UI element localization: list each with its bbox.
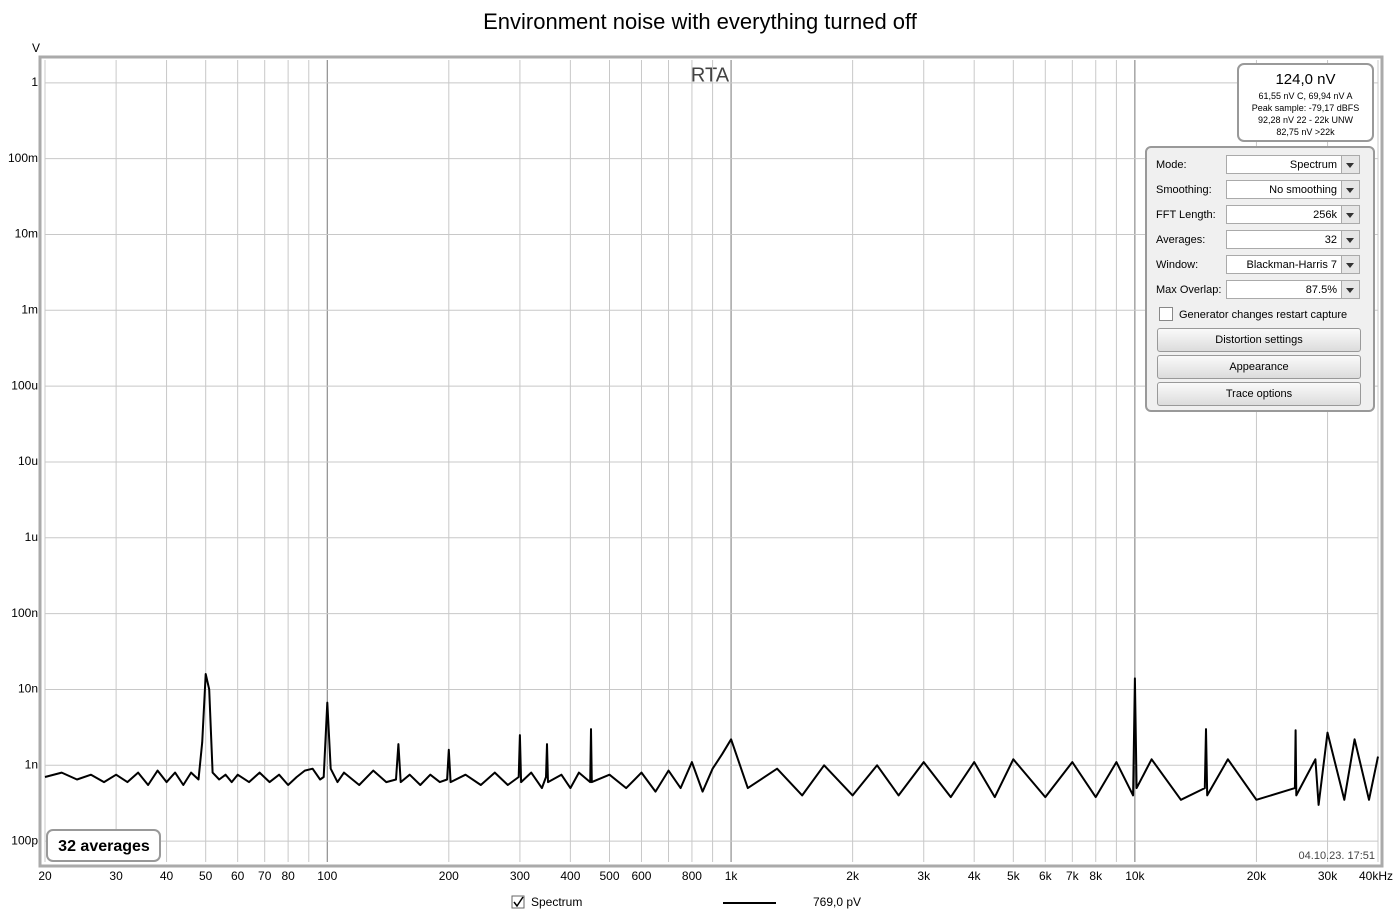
x-tick-label: 30 [109,869,123,883]
y-tick-label: 10n [18,682,38,696]
y-tick-label: 100n [11,606,38,620]
dropdown-arrow[interactable] [1341,156,1359,173]
y-tick-label: 100m [8,151,38,165]
x-tick-label: 20 [38,869,52,883]
panel-row: Averages: 32 [1156,230,1362,250]
button[interactable]: Distortion settings [1157,328,1361,352]
y-tick-label: 1n [25,757,38,771]
legend-value: 769,0 pV [813,895,861,909]
panel-row: Smoothing: No smoothing [1156,180,1362,200]
x-tick-label: 80 [281,869,295,883]
panel-row: Mode: Spectrum [1156,155,1362,175]
info-box: 124,0 nV 61,55 nV C, 69,94 nV A Peak samp… [1237,63,1374,142]
y-tick-label: 1m [21,302,38,316]
row-label: Window: [1156,259,1199,271]
y-tick-label: 10m [15,227,38,241]
x-tick-label: 300 [510,869,530,883]
x-tick-label: 7k [1066,869,1080,883]
y-tick-label: 1u [25,530,38,544]
x-tick-label: 6k [1039,869,1053,883]
dropdown[interactable]: Blackman-Harris 7 [1226,255,1360,274]
info-line: 82,75 nV >22k [1276,127,1335,137]
x-tick-label: 20k [1247,869,1267,883]
x-tick-label: 40kHz [1359,869,1393,883]
dropdown-arrow[interactable] [1341,231,1359,248]
dropdown-arrow[interactable] [1341,181,1359,198]
x-tick-label: 200 [439,869,459,883]
averages-label: 32 averages [58,838,150,855]
legend-label[interactable]: Spectrum [531,895,582,909]
x-tick-label: 8k [1089,869,1103,883]
info-main: 124,0 nV [1275,71,1336,88]
dropdown-arrow[interactable] [1341,256,1359,273]
dropdown[interactable]: Spectrum [1226,155,1360,174]
check-mark [513,896,524,908]
row-label: Averages: [1156,234,1206,246]
y-tick-label: 100u [11,378,38,392]
dropdown[interactable]: 87.5% [1226,280,1360,299]
x-tick-label: 1k [725,869,739,883]
dropdown-value[interactable]: No smoothing [1269,184,1337,196]
x-tick-label: 500 [599,869,619,883]
dropdown-arrow[interactable] [1341,281,1359,298]
x-tick-label: 70 [258,869,272,883]
info-line: 92,28 nV 22 - 22k UNW [1257,115,1354,125]
plot-title: RTA [691,64,730,86]
checkbox-label[interactable]: Generator changes restart capture [1179,309,1348,321]
y-unit: V [32,41,40,55]
x-tick-label: 50 [199,869,213,883]
dropdown[interactable]: 256k [1226,205,1360,224]
x-tick-label: 30k [1318,869,1338,883]
x-tick-label: 40 [160,869,174,883]
x-tick-label: 60 [231,869,245,883]
y-tick-label: 1 [31,75,38,89]
dropdown-value[interactable]: Spectrum [1289,159,1337,171]
x-tick-label: 2k [846,869,860,883]
checkbox[interactable] [1159,307,1173,321]
x-tick-label: 5k [1007,869,1021,883]
x-tick-label: 100 [317,869,337,883]
panel-row: FFT Length: 256k [1156,205,1362,225]
dropdown[interactable]: No smoothing [1226,180,1360,199]
info-line: 61,55 nV C, 69,94 nV A [1258,91,1353,101]
x-tick-label: 600 [631,869,651,883]
y-tick-label: 100p [11,833,38,847]
y-tick-label: 10u [18,454,38,468]
spectrum-line [44,673,1379,806]
chart-title: Environment noise with everything turned… [483,9,918,34]
row-label: Smoothing: [1156,184,1212,196]
button[interactable]: Appearance [1157,355,1361,379]
averages-box [46,829,161,862]
info-line: Peak sample: -79,17 dBFS [1251,103,1360,113]
x-tick-label: 800 [682,869,702,883]
x-tick-label: 4k [968,869,982,883]
button[interactable]: Trace options [1157,382,1361,406]
panel-row: Window: Blackman-Harris 7 [1156,255,1362,275]
timestamp: 04.10.23. 17:51 [1299,850,1375,862]
row-label: FFT Length: [1156,209,1216,221]
x-tick-label: 10k [1125,869,1145,883]
x-tick-label: 400 [560,869,580,883]
dropdown-value[interactable]: 87.5% [1305,284,1337,296]
x-tick-label: 3k [917,869,931,883]
dropdown[interactable]: 32 [1226,230,1360,249]
dropdown-value[interactable]: 32 [1324,234,1337,246]
rta-panel: Mode: Spectrum Smoothing: No smoothing FFT L… [1145,146,1375,412]
row-label: Max Overlap: [1156,284,1222,296]
dropdown-value[interactable]: 256k [1313,209,1337,221]
dropdown-arrow[interactable] [1341,206,1359,223]
row-label: Mode: [1156,159,1187,171]
panel-row: Max Overlap: 87.5% [1156,280,1362,300]
dropdown-value[interactable]: Blackman-Harris 7 [1246,259,1337,271]
